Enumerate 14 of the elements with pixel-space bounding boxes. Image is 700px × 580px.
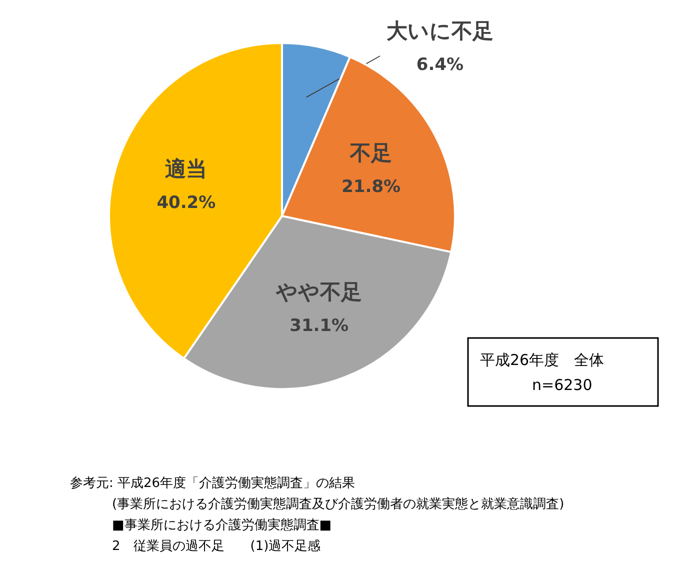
- slice-label: 大いに不足: [386, 19, 494, 43]
- data-label: 40.2%: [156, 193, 216, 214]
- slice-label: やや不足: [275, 280, 362, 304]
- text: ■事業所における介護労働実態調査■: [112, 517, 332, 533]
- text: n=6230: [532, 376, 592, 394]
- data-label: 6.4%: [416, 55, 464, 75]
- text: (事業所における介護労働実態調査及び介護労働者の就業実態と就業意識調査): [112, 496, 564, 512]
- text: 2 従業員の過不足 (1)過不足感: [112, 539, 321, 554]
- text: 参考元: 平成26年度「介護労働実態調査」の結果: [70, 475, 356, 491]
- slice-label: 適当: [165, 157, 208, 182]
- text: 平成26年度 全体: [480, 351, 604, 369]
- data-label: 31.1%: [290, 316, 349, 336]
- slice-label: 不足: [349, 140, 392, 165]
- data-label: 21.8%: [342, 176, 401, 197]
